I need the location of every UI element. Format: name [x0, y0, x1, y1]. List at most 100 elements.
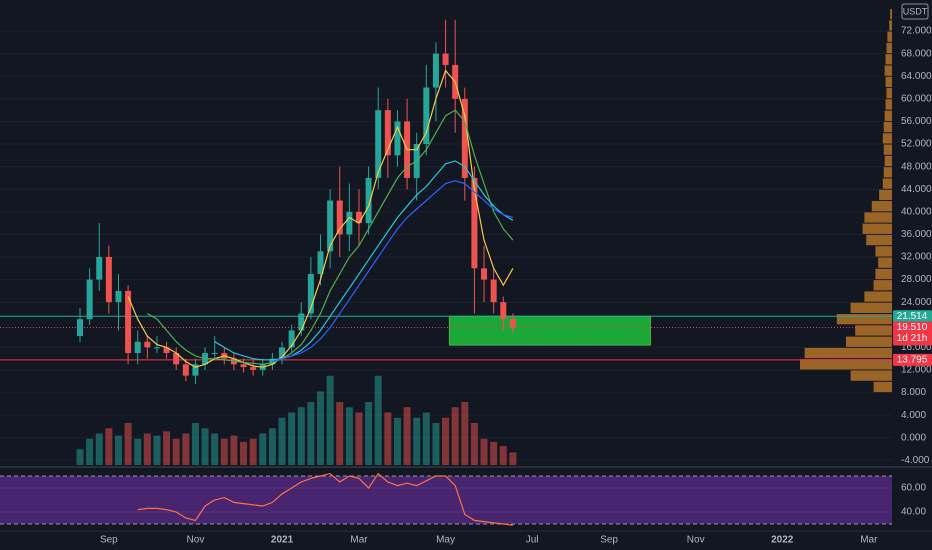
candle-body	[279, 347, 286, 359]
volume-bar	[95, 433, 103, 465]
volume-bar	[317, 391, 324, 465]
x-tick-label: Sep	[100, 535, 118, 546]
candle-body	[461, 98, 468, 178]
volume-bar	[278, 417, 286, 465]
volume-profile-bar	[885, 54, 892, 65]
price-label-box	[893, 321, 932, 346]
volume-bar	[461, 402, 469, 465]
volume-profile-bar	[884, 110, 892, 121]
candle-body	[394, 121, 401, 156]
volume-profile-bar	[846, 336, 892, 347]
rsi-tick-label: 40.00	[901, 507, 926, 518]
volume-profile-bar	[871, 201, 892, 212]
currency-label: USDT	[903, 6, 928, 16]
volume-bar	[114, 435, 122, 465]
volume-profile-bar	[885, 76, 892, 88]
x-tick-label: Mar	[860, 535, 878, 546]
y-tick-label: 24.000	[901, 297, 932, 308]
volume-bar	[124, 423, 132, 465]
volume-profile-bar	[884, 155, 892, 167]
volume-bar	[451, 407, 459, 465]
volume-bar	[201, 428, 209, 465]
volume-bar	[211, 433, 219, 465]
candle-body	[144, 341, 151, 348]
y-tick-label: 64.000	[901, 71, 932, 82]
volume-profile-bar	[875, 268, 892, 280]
moving-average	[147, 109, 514, 365]
volume-profile-bar	[804, 347, 892, 359]
volume-bar	[163, 431, 171, 465]
volume-bar	[240, 441, 248, 465]
volume-profile-bar	[873, 280, 892, 291]
candle-body	[240, 364, 247, 368]
y-tick-label: 48.000	[901, 161, 932, 172]
candle-body	[192, 364, 199, 376]
y-tick-label: 44.000	[901, 184, 932, 195]
volume-bar	[442, 417, 450, 465]
candle-body	[163, 347, 170, 354]
y-tick-label: 16.000	[901, 342, 932, 353]
candle-body	[384, 110, 391, 156]
volume-profile-bar	[862, 223, 892, 234]
volume-profile-bar	[850, 370, 892, 381]
volume-bar	[480, 438, 488, 465]
volume-bar	[374, 375, 382, 465]
candle-body	[442, 53, 449, 65]
volume-bar	[499, 446, 507, 465]
volume-profile-bar	[887, 31, 892, 42]
volume-profile-bar	[882, 178, 892, 189]
y-tick-label: 32.000	[901, 252, 932, 263]
candle-body	[125, 290, 132, 354]
volume-profile-bar	[890, 8, 892, 20]
currency-box	[901, 3, 929, 20]
x-tick-label: Nov	[187, 535, 205, 546]
y-tick-label: 52.000	[901, 139, 932, 150]
rsi-band	[0, 476, 892, 524]
candle-body	[288, 330, 295, 348]
volume-profile-bar	[879, 189, 892, 201]
volume-bar	[182, 433, 190, 465]
zone	[448, 315, 651, 346]
volume-bar	[143, 433, 151, 465]
volume-bar	[76, 449, 84, 465]
volume-profile-bar	[875, 246, 892, 257]
candle-body	[182, 364, 189, 376]
volume-bar	[355, 412, 363, 465]
y-tick-label: 8.000	[901, 387, 926, 398]
volume-profile-bar	[836, 313, 892, 325]
x-tick-label: 2021	[271, 535, 294, 546]
price-label: 13.795	[897, 354, 928, 365]
volume-bar	[307, 402, 315, 465]
volume-profile-bar	[889, 20, 892, 31]
volume-profile-bar	[886, 88, 892, 99]
volume-bar	[384, 412, 392, 465]
candle-body	[490, 279, 497, 303]
x-tick-label: Jul	[526, 535, 539, 546]
volume-bar	[153, 435, 161, 465]
candle-body	[471, 177, 478, 269]
volume-profile-bar	[850, 302, 892, 313]
candle-body	[134, 341, 141, 354]
candle-body	[211, 353, 218, 355]
candle-body	[500, 302, 507, 320]
x-tick-label: Sep	[600, 535, 618, 546]
y-tick-label: 40.000	[901, 206, 932, 217]
x-tick-label: Nov	[687, 535, 705, 546]
volume-bar	[288, 412, 296, 465]
y-tick-label: 12.000	[901, 365, 932, 376]
volume-bar	[413, 417, 421, 465]
x-tick-label: Mar	[350, 535, 368, 546]
candle-body	[77, 319, 83, 337]
y-tick-label: 72.000	[901, 26, 932, 37]
volume-bar	[105, 428, 113, 465]
countdown-label: 1d 21h	[897, 333, 928, 344]
candle-body	[269, 358, 276, 365]
volume-profile-bar	[866, 234, 892, 246]
candle-body	[317, 251, 324, 274]
y-tick-label: 4.000	[901, 410, 926, 421]
volume-bar	[191, 423, 199, 465]
candle-body	[375, 110, 382, 178]
volume-bar	[422, 412, 430, 465]
price-label: 21.514	[897, 311, 928, 322]
volume-bar	[393, 417, 401, 465]
